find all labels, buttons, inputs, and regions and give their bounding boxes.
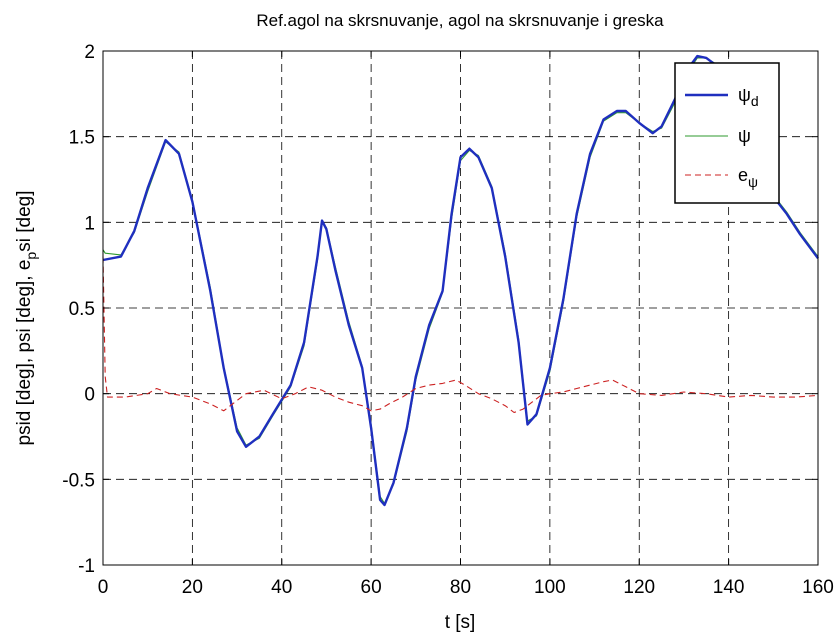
legend-box xyxy=(674,62,780,204)
y-axis-label-sub: p xyxy=(23,252,39,260)
y-tick-label: -1 xyxy=(78,556,95,577)
grid xyxy=(103,51,818,565)
x-tick-label: 100 xyxy=(534,577,566,598)
y-tick-label: 2 xyxy=(84,42,95,63)
series-line-e-psi xyxy=(102,256,819,414)
y-tick-label: 0.5 xyxy=(69,299,95,320)
x-tick-label: 160 xyxy=(802,577,834,598)
legend-label-psi-d-main: ψ xyxy=(738,85,751,105)
legend-label-psi-d-sub: d xyxy=(751,93,759,109)
x-axis-label: t [s] xyxy=(445,612,476,633)
y-tick-label: 0 xyxy=(84,385,95,406)
legend-label-psi: ψ xyxy=(738,126,751,146)
x-tick-label: 20 xyxy=(182,577,203,598)
legend-label-psi-main: ψ xyxy=(738,126,751,146)
legend-label-e-psi-sub: ψ xyxy=(748,174,758,190)
x-tick-label: 140 xyxy=(713,577,745,598)
y-axis-label: psid [deg], psi [deg], epsi [deg] xyxy=(14,191,39,446)
y-tick-label: 1 xyxy=(84,213,95,234)
chart-title: Ref.agol na skrsnuvanje, agol na skrsnuv… xyxy=(256,11,664,30)
x-tick-label: 40 xyxy=(271,577,292,598)
axis-ticks xyxy=(102,50,819,566)
x-tick-label: 60 xyxy=(361,577,382,598)
y-tick-label: 1.5 xyxy=(69,128,95,149)
legend-label-e-psi: eψ xyxy=(738,165,758,190)
x-tick-label: 120 xyxy=(623,577,655,598)
x-tick-label: 0 xyxy=(98,577,109,598)
y-axis-label-rest: si [deg] xyxy=(14,191,35,252)
y-axis-label-main: psid [deg], psi [deg], e xyxy=(14,260,35,446)
legend: ψd ψ eψ xyxy=(674,62,780,204)
y-tick-label: -0.5 xyxy=(62,470,95,491)
y-tick-labels: -1 -0.5 0 0.5 1 1.5 2 xyxy=(62,42,95,577)
x-tick-labels: 0 20 40 60 80 100 120 140 160 xyxy=(98,577,834,598)
legend-label-psi-d: ψd xyxy=(738,85,759,109)
legend-label-e-psi-main: e xyxy=(738,165,748,185)
x-tick-label: 80 xyxy=(450,577,471,598)
